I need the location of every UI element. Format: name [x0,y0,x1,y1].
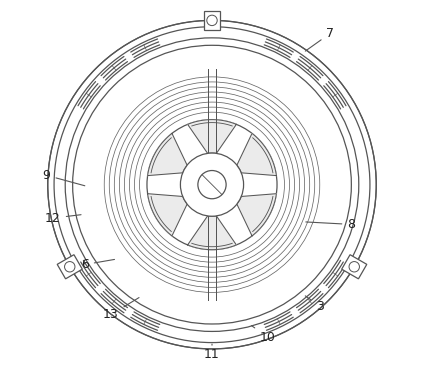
Polygon shape [188,216,236,250]
Polygon shape [148,134,187,176]
Circle shape [349,261,360,272]
Text: 9: 9 [43,169,85,186]
Text: 8: 8 [306,218,355,231]
Text: 13: 13 [103,298,139,321]
Circle shape [181,153,243,216]
Polygon shape [188,120,236,153]
Polygon shape [342,255,367,279]
Text: 12: 12 [45,211,81,225]
Circle shape [207,15,217,26]
Circle shape [73,45,351,324]
Polygon shape [237,194,276,236]
Text: 6: 6 [81,258,114,271]
Circle shape [198,170,226,199]
Text: 3: 3 [305,296,324,313]
Polygon shape [237,134,276,176]
Polygon shape [57,255,82,279]
Text: 7: 7 [305,27,334,51]
Circle shape [48,21,376,349]
Polygon shape [148,194,187,236]
Text: 11: 11 [204,344,220,361]
Text: 10: 10 [251,326,276,344]
Circle shape [64,261,75,272]
Polygon shape [204,11,220,30]
Circle shape [147,120,277,250]
